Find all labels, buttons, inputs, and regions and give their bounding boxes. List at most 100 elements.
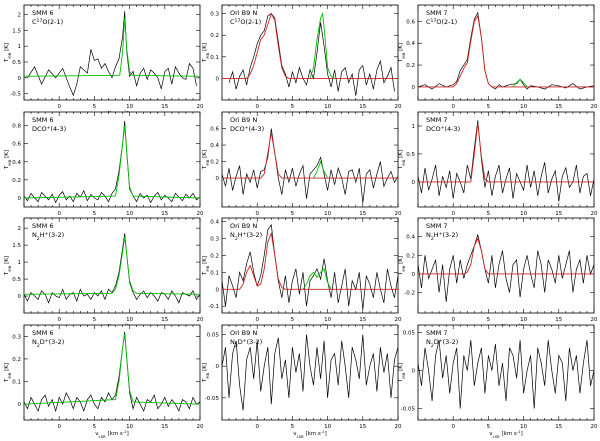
x-tick-label: 15 bbox=[161, 211, 168, 217]
source-name-label: Ori B9 N bbox=[230, 222, 257, 230]
y-tick-label: 2 bbox=[18, 226, 22, 232]
x-tick-label: 0 bbox=[451, 104, 455, 110]
x-tick-label: 5 bbox=[93, 211, 97, 217]
x-tick-label: 20 bbox=[197, 104, 204, 110]
y-tick-label: 1 bbox=[18, 260, 22, 266]
x-axis-label: vLSR [km s-1] bbox=[293, 429, 327, 439]
y-tick-label: 0 bbox=[412, 85, 416, 91]
y-tick-label: 0.1 bbox=[210, 55, 219, 61]
x-tick-label: 10 bbox=[520, 317, 527, 323]
panel-frame bbox=[221, 217, 399, 314]
panel-frame bbox=[417, 324, 595, 421]
x-tick-label: 0 bbox=[451, 211, 455, 217]
y-tick-label: 0.4 bbox=[210, 219, 219, 225]
green-fit-line bbox=[24, 236, 200, 295]
y-tick-label: 0.5 bbox=[12, 277, 21, 283]
y-axis-label: TMB [K] bbox=[398, 256, 406, 276]
panel-frame bbox=[417, 111, 595, 208]
x-tick-label: 5 bbox=[93, 317, 97, 323]
source-name-label: SMM 7 bbox=[426, 222, 448, 230]
x-tick-label: 15 bbox=[161, 317, 168, 323]
species-label: N2H+(3-2) bbox=[230, 231, 262, 242]
x-tick-label: 5 bbox=[291, 104, 295, 110]
panel-frame bbox=[23, 111, 201, 208]
green-fit-line bbox=[309, 11, 335, 79]
y-axis-label: TMB [K] bbox=[202, 363, 210, 383]
species-label: N2H+(3-2) bbox=[426, 231, 458, 242]
green-fit-line bbox=[512, 78, 528, 88]
observed-spectrum-line bbox=[27, 11, 197, 97]
green-fit-line bbox=[313, 160, 328, 179]
y-axis-label: TMB [K] bbox=[202, 256, 210, 276]
x-tick-label: 20 bbox=[395, 104, 402, 110]
x-tick-label: 20 bbox=[591, 104, 598, 110]
x-tick-label: 5 bbox=[487, 104, 491, 110]
observed-spectrum-line bbox=[222, 334, 398, 411]
x-tick-label: 15 bbox=[359, 211, 366, 217]
y-axis-label: TMB [K] bbox=[202, 150, 210, 170]
source-name-label: SMM 7 bbox=[426, 116, 448, 124]
y-tick-label: 0.4 bbox=[210, 143, 219, 149]
panel-frame bbox=[221, 4, 399, 101]
x-tick-label: 10 bbox=[520, 104, 527, 110]
y-tick-label: 0 bbox=[18, 196, 22, 202]
y-tick-label: 0.6 bbox=[406, 19, 415, 25]
x-tick-label: 20 bbox=[591, 317, 598, 323]
x-tick-label: 0 bbox=[255, 104, 259, 110]
source-name-label: SMM 6 bbox=[32, 329, 54, 337]
x-tick-label: 15 bbox=[161, 104, 168, 110]
x-tick-label: 15 bbox=[161, 424, 168, 430]
y-tick-label: 0 bbox=[216, 364, 220, 370]
y-tick-label: 0 bbox=[412, 272, 416, 278]
observed-spectrum-line bbox=[418, 233, 594, 302]
y-tick-label: 0 bbox=[18, 294, 22, 300]
species-label: C17O(2-1) bbox=[426, 18, 457, 27]
y-tick-label: 0 bbox=[216, 176, 220, 182]
y-tick-label: 0.4 bbox=[406, 41, 415, 47]
x-tick-label: 15 bbox=[555, 317, 562, 323]
y-axis-label: TMB [K] bbox=[398, 150, 406, 170]
y-tick-label: 0 bbox=[216, 287, 220, 293]
source-name-label: SMM 7 bbox=[426, 329, 448, 337]
y-tick-label: -0.05 bbox=[205, 396, 220, 402]
y-tick-label: 0.2 bbox=[406, 253, 415, 259]
y-tick-label: 1.5 bbox=[12, 28, 21, 34]
panel-frame bbox=[23, 4, 201, 101]
x-tick-label: 10 bbox=[126, 317, 133, 323]
y-tick-label: 0.3 bbox=[210, 12, 219, 18]
y-tick-label: 0.3 bbox=[210, 236, 219, 242]
x-tick-label: 15 bbox=[359, 424, 366, 430]
red-fit-line bbox=[418, 237, 594, 275]
source-name-label: Ori B9 N bbox=[230, 9, 257, 17]
species-label: DCO+(4-3) bbox=[230, 125, 264, 134]
x-tick-label: 15 bbox=[555, 424, 562, 430]
source-name-label: Ori B9 N bbox=[230, 116, 257, 124]
y-tick-label: 0.2 bbox=[210, 160, 219, 166]
y-tick-label: 0.2 bbox=[12, 357, 21, 363]
y-tick-label: 0.4 bbox=[406, 235, 415, 241]
panel-frame bbox=[417, 4, 595, 101]
x-tick-label: 15 bbox=[555, 104, 562, 110]
observed-spectrum-line bbox=[24, 120, 200, 204]
species-label: N2H+(3-2) bbox=[32, 231, 64, 242]
green-fit-line bbox=[302, 268, 332, 290]
x-tick-label: 0 bbox=[255, 317, 259, 323]
red-fit-line bbox=[222, 12, 398, 79]
spectrum-panel-ori-b9-n-8: 0 5 10 15 20 -0.1 0 0.1 0.2 0.3 0.4 Ori B9 NN2H+(3-… bbox=[202, 217, 402, 332]
x-tick-label: 15 bbox=[359, 104, 366, 110]
y-tick-label: 0.1 bbox=[210, 270, 219, 276]
y-tick-label: 0.8 bbox=[12, 124, 21, 130]
red-fit-line bbox=[418, 14, 594, 88]
x-tick-label: 20 bbox=[395, 211, 402, 217]
x-tick-label: 5 bbox=[291, 424, 295, 430]
y-tick-label: -0.5 bbox=[10, 92, 21, 98]
source-name-label: SMM 6 bbox=[32, 116, 54, 124]
y-tick-label: 0.3 bbox=[12, 334, 21, 340]
observed-spectrum-line bbox=[418, 11, 594, 90]
